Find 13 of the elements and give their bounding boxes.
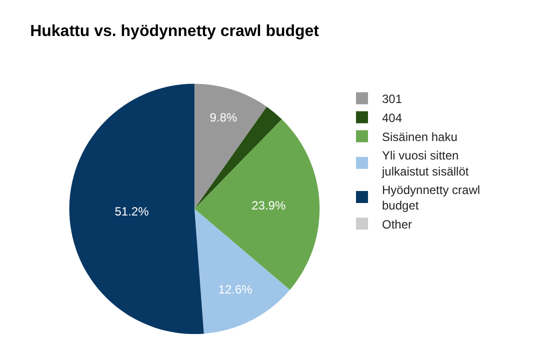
- legend-label: Hyödynnetty crawl budget: [382, 182, 480, 213]
- legend-label: Sisäinen haku: [382, 130, 458, 144]
- chart-title: Hukattu vs. hyödynnetty crawl budget: [30, 22, 320, 40]
- legend-label: 301: [382, 92, 402, 106]
- legend-label: Yli vuosi sitten julkaistut sisällöt: [381, 148, 470, 178]
- data-label: 9.8%: [210, 110, 238, 124]
- data-label: 51.2%: [114, 204, 150, 218]
- legend-label: 404: [382, 110, 402, 125]
- pie-slice: [194, 208, 290, 334]
- legend-label: Other: [382, 217, 412, 232]
- pie-slice: [69, 84, 204, 334]
- data-label: 23.9%: [252, 198, 286, 212]
- data-label: 12.6%: [218, 282, 253, 296]
